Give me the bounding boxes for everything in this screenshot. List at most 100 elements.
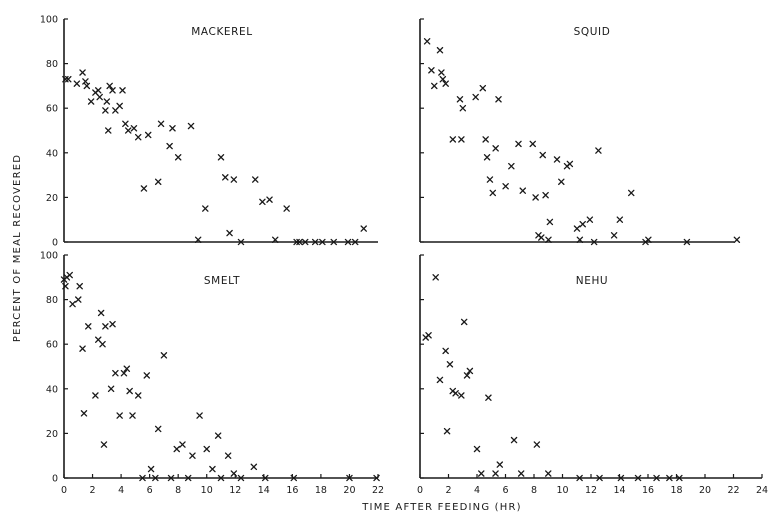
data-point-stroke bbox=[489, 189, 497, 197]
data-point-stroke bbox=[79, 69, 86, 76]
data-point bbox=[83, 82, 91, 90]
data-point-stroke bbox=[428, 67, 435, 74]
data-point-stroke bbox=[124, 127, 132, 134]
x-tick-label: 18 bbox=[315, 485, 327, 496]
data-point bbox=[616, 216, 624, 223]
data-point bbox=[143, 372, 151, 379]
data-point bbox=[173, 445, 181, 453]
data-point bbox=[169, 125, 176, 132]
y-tick-label: 80 bbox=[46, 59, 58, 70]
data-point bbox=[586, 216, 594, 223]
data-point bbox=[103, 98, 111, 105]
data-point bbox=[502, 182, 509, 190]
x-tick-label: 22 bbox=[727, 485, 739, 496]
data-point bbox=[532, 194, 539, 201]
data-point-stroke bbox=[140, 185, 148, 192]
data-point bbox=[666, 474, 673, 482]
data-point-stroke bbox=[533, 441, 541, 448]
data-point bbox=[120, 369, 128, 377]
data-point-stroke bbox=[66, 271, 73, 279]
data-point-stroke bbox=[259, 198, 266, 206]
data-point bbox=[311, 238, 319, 246]
data-point bbox=[330, 238, 338, 246]
data-point-stroke bbox=[203, 445, 210, 453]
data-point-stroke bbox=[103, 98, 111, 105]
data-point-stroke bbox=[116, 412, 123, 419]
data-point-stroke bbox=[104, 127, 112, 134]
data-point bbox=[160, 352, 168, 359]
data-point-stroke bbox=[120, 369, 128, 377]
data-point bbox=[517, 470, 525, 477]
data-point bbox=[373, 474, 380, 482]
data-point-stroke bbox=[436, 376, 444, 384]
data-point bbox=[579, 220, 586, 228]
x-tick-label: 0 bbox=[61, 485, 67, 496]
data-point-stroke bbox=[573, 225, 581, 232]
data-point-stroke bbox=[69, 300, 76, 308]
y-tick-label: 60 bbox=[46, 340, 58, 351]
data-point bbox=[250, 463, 258, 471]
data-point bbox=[65, 75, 72, 83]
x-tick-label: 10 bbox=[201, 485, 213, 496]
data-point-stroke bbox=[123, 365, 131, 372]
data-point-stroke bbox=[360, 225, 367, 232]
data-point-stroke bbox=[87, 98, 95, 105]
data-point-stroke bbox=[112, 369, 119, 377]
data-point-stroke bbox=[97, 309, 105, 317]
data-point-stroke bbox=[252, 176, 259, 183]
data-point-stroke bbox=[85, 323, 92, 330]
data-point bbox=[449, 136, 457, 143]
data-point bbox=[187, 122, 195, 130]
data-point-stroke bbox=[119, 87, 126, 94]
data-point bbox=[496, 461, 504, 468]
data-point bbox=[529, 140, 537, 148]
data-point bbox=[271, 236, 279, 244]
data-point-stroke bbox=[425, 332, 432, 339]
x-tick-label: 14 bbox=[258, 485, 270, 496]
data-point bbox=[283, 205, 290, 212]
data-point-stroke bbox=[431, 82, 438, 90]
data-point bbox=[360, 225, 367, 232]
data-point bbox=[126, 387, 133, 395]
x-tick-label: 2 bbox=[445, 485, 451, 496]
data-point-stroke bbox=[466, 367, 474, 375]
data-point-stroke bbox=[102, 323, 109, 330]
data-point-stroke bbox=[202, 205, 209, 212]
data-point bbox=[134, 133, 142, 141]
data-point bbox=[209, 465, 216, 473]
data-point-stroke bbox=[492, 145, 499, 152]
data-point bbox=[463, 372, 471, 379]
x-tick-label: 4 bbox=[118, 485, 124, 496]
data-point bbox=[438, 69, 445, 76]
data-point-stroke bbox=[439, 75, 447, 83]
data-point bbox=[217, 474, 225, 482]
data-point bbox=[676, 474, 683, 482]
data-point-stroke bbox=[209, 465, 216, 473]
data-point bbox=[492, 145, 499, 152]
data-point bbox=[85, 323, 92, 330]
data-point-stroke bbox=[683, 238, 691, 246]
data-point bbox=[167, 474, 175, 482]
data-point-stroke bbox=[449, 136, 457, 143]
data-point-stroke bbox=[250, 463, 258, 471]
y-tick-label: 20 bbox=[46, 429, 58, 440]
data-point bbox=[124, 127, 132, 134]
data-point bbox=[140, 185, 148, 192]
data-point-stroke bbox=[446, 361, 454, 368]
data-point bbox=[515, 140, 522, 148]
data-point bbox=[545, 236, 552, 244]
data-point-stroke bbox=[109, 320, 116, 328]
data-point-stroke bbox=[154, 425, 162, 433]
data-point bbox=[202, 205, 209, 212]
data-point-stroke bbox=[539, 151, 546, 159]
data-point bbox=[296, 238, 303, 246]
x-tick-label: 0 bbox=[417, 485, 423, 496]
panel-top-left: MACKEREL 0 20 40 60 80 100 bbox=[40, 15, 378, 249]
data-point-stroke bbox=[217, 154, 225, 161]
data-point bbox=[80, 410, 88, 417]
panel-title: SQUID bbox=[574, 26, 611, 38]
panel-title: MACKEREL bbox=[191, 26, 253, 38]
data-point-stroke bbox=[586, 216, 594, 223]
data-point-stroke bbox=[443, 427, 451, 435]
